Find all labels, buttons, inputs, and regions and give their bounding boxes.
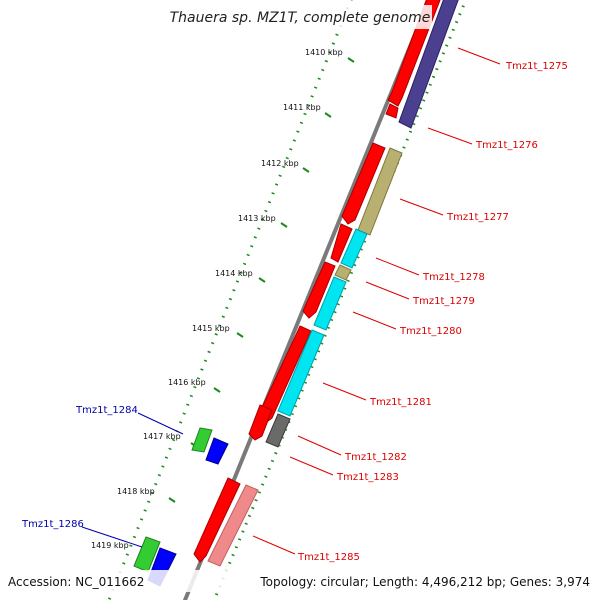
- cds-small-arrow[interactable]: [385, 103, 399, 119]
- gene-label-1283[interactable]: Tmz1t_1283: [336, 472, 399, 483]
- gene-label-1276[interactable]: Tmz1t_1276: [475, 140, 538, 151]
- cds-1281-cyan[interactable]: [277, 329, 325, 417]
- tick-label-1418: 1418 kbp: [117, 487, 155, 496]
- gene-label-1280[interactable]: Tmz1t_1280: [399, 326, 462, 337]
- cds-1275-purple[interactable]: [398, 0, 460, 129]
- tick-label-1412: 1412 kbp: [261, 159, 299, 168]
- cds-1285-red[interactable]: [193, 477, 241, 563]
- map-title: Thauera sp. MZ1T, complete genome: [170, 10, 431, 26]
- footer-backdrop: [0, 570, 600, 592]
- cds-1277-olive[interactable]: [357, 147, 403, 236]
- tick-label-1410: 1410 kbp: [305, 48, 343, 57]
- cds-1279-inner[interactable]: [330, 223, 353, 263]
- cds-1280-inner[interactable]: [302, 261, 336, 319]
- tick-label-1414: 1414 kbp: [215, 269, 253, 278]
- tick-label-1417: 1417 kbp: [143, 432, 181, 441]
- tick-label-1416: 1416 kbp: [168, 378, 206, 387]
- cds-1284-green[interactable]: [191, 427, 213, 453]
- gene-label-1284[interactable]: Tmz1t_1284: [75, 405, 138, 416]
- cds-1279-olive[interactable]: [334, 264, 352, 281]
- tick-label-1419: 1419 kbp: [91, 541, 129, 550]
- gene-label-1277[interactable]: Tmz1t_1277: [446, 212, 509, 223]
- tick-label-1415: 1415 kbp: [192, 324, 230, 333]
- gene-label-1275[interactable]: Tmz1t_1275: [505, 61, 568, 72]
- cds-1277-inner[interactable]: [341, 142, 386, 225]
- accession-text: Accession: NC_011662: [8, 575, 144, 589]
- leader-lines-red: [252, 47, 501, 555]
- gene-label-1285[interactable]: Tmz1t_1285: [297, 552, 360, 563]
- gene-label-1281[interactable]: Tmz1t_1281: [369, 397, 432, 408]
- tick-label-1411: 1411 kbp: [283, 103, 321, 112]
- title-backdrop: [168, 5, 432, 29]
- leader-lines-blue: [81, 412, 184, 548]
- cds-1285-salmon[interactable]: [207, 484, 259, 567]
- cds-1283-gray[interactable]: [265, 413, 291, 448]
- gene-label-1278[interactable]: Tmz1t_1278: [422, 272, 485, 283]
- cds-1282-inner[interactable]: [248, 404, 273, 441]
- cds-1280-cyan[interactable]: [313, 276, 347, 331]
- gene-label-1286[interactable]: Tmz1t_1286: [21, 519, 84, 530]
- tick-label-1413: 1413 kbp: [238, 214, 276, 223]
- cds-1284-blue[interactable]: [205, 437, 229, 465]
- cds-1278-cyan[interactable]: [340, 228, 368, 269]
- topology-summary: Topology: circular; Length: 4,496,212 bp…: [259, 575, 590, 589]
- gene-label-1282[interactable]: Tmz1t_1282: [344, 452, 407, 463]
- gene-label-1279[interactable]: Tmz1t_1279: [412, 296, 475, 307]
